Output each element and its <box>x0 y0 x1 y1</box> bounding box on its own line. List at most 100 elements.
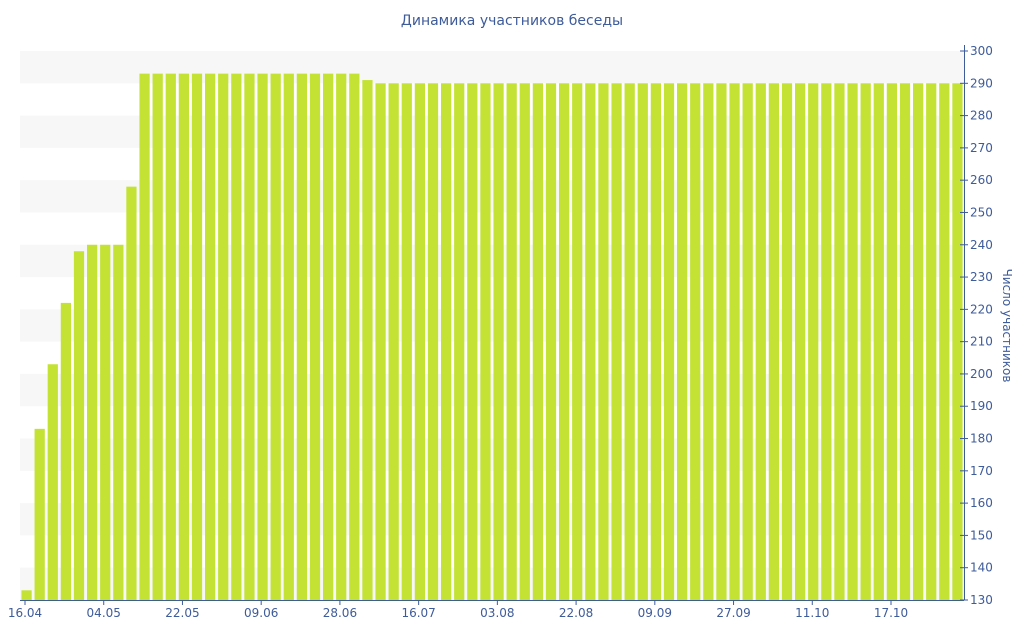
bar <box>952 83 963 601</box>
bar <box>690 83 701 601</box>
bar <box>847 83 858 601</box>
y-tick-label: 210 <box>970 335 993 349</box>
bar <box>165 73 176 601</box>
bar <box>375 83 386 601</box>
x-tick-label: 17.10 <box>874 606 908 620</box>
grid-band <box>20 180 964 213</box>
bar <box>362 80 373 600</box>
x-tick-label: 11.10 <box>795 606 829 620</box>
bar <box>926 83 937 601</box>
bar <box>309 73 321 601</box>
bar <box>100 244 111 600</box>
bar <box>755 83 766 601</box>
bar <box>742 83 753 601</box>
y-tick-label: 140 <box>970 561 993 575</box>
bar <box>716 83 727 601</box>
bar <box>611 83 622 601</box>
bar <box>270 73 281 601</box>
grid-band <box>20 115 964 148</box>
bar <box>939 83 950 601</box>
y-tick-label: 240 <box>970 238 993 252</box>
bar <box>126 186 137 600</box>
bar <box>218 73 229 601</box>
bar <box>47 364 58 600</box>
bar <box>650 83 662 601</box>
bar <box>323 73 334 601</box>
x-tick-label: 22.05 <box>165 606 199 620</box>
bar <box>178 73 190 601</box>
y-tick-label: 200 <box>970 367 993 381</box>
bar <box>545 83 557 601</box>
bar <box>257 73 268 601</box>
bar <box>467 83 478 601</box>
bar <box>886 83 898 601</box>
bar <box>454 83 465 601</box>
y-tick-label: 160 <box>970 496 993 510</box>
bar <box>283 73 294 601</box>
bar <box>873 83 884 601</box>
bar <box>480 83 491 601</box>
bar <box>795 83 806 601</box>
bar <box>703 83 714 601</box>
bar <box>244 73 255 601</box>
bar <box>493 83 504 601</box>
bar <box>781 83 793 601</box>
y-tick-label: 270 <box>970 141 993 155</box>
bar <box>506 83 517 601</box>
bar <box>768 83 780 601</box>
y-tick-label: 190 <box>970 399 993 413</box>
y-axis-title: Число участников <box>1000 269 1014 383</box>
bar <box>388 83 399 601</box>
bar <box>663 83 675 601</box>
bar <box>532 83 544 601</box>
y-tick-label: 290 <box>970 76 993 90</box>
bar <box>637 83 648 601</box>
x-tick-label: 03.08 <box>480 606 514 620</box>
y-tick-label: 280 <box>970 109 993 123</box>
x-tick-label: 09.09 <box>638 606 672 620</box>
grid-band <box>20 503 964 536</box>
x-tick-label: 04.05 <box>87 606 121 620</box>
x-tick-label: 16.07 <box>401 606 435 620</box>
y-tick-label: 130 <box>970 593 993 607</box>
y-tick-label: 180 <box>970 432 993 446</box>
y-tick-label: 150 <box>970 528 993 542</box>
y-tick-label: 170 <box>970 464 993 478</box>
bar <box>899 83 911 601</box>
bar <box>559 83 570 601</box>
bar <box>572 83 583 601</box>
bar <box>231 73 242 601</box>
grid-band <box>20 438 964 471</box>
bar <box>441 83 452 601</box>
bar <box>913 83 924 601</box>
x-tick-label: 16.04 <box>8 606 42 620</box>
bar <box>808 83 819 601</box>
grid-band <box>20 309 964 342</box>
bar <box>624 83 635 601</box>
bar <box>139 73 150 601</box>
bar <box>191 73 203 601</box>
bar <box>401 83 412 601</box>
y-tick-label: 220 <box>970 302 993 316</box>
bar <box>585 83 596 601</box>
y-tick-label: 230 <box>970 270 993 284</box>
grid-band <box>20 51 964 84</box>
bar <box>113 244 124 600</box>
x-tick-label: 27.09 <box>716 606 750 620</box>
grid-band <box>20 244 964 278</box>
y-tick-label: 250 <box>970 205 993 219</box>
bar <box>427 83 439 601</box>
bar <box>34 428 45 600</box>
grid-band <box>20 373 964 407</box>
bar <box>60 302 72 600</box>
grid-band <box>20 567 964 600</box>
bar <box>73 251 85 600</box>
bar <box>834 83 845 601</box>
bar <box>87 244 98 600</box>
bar <box>860 83 871 601</box>
x-tick-label: 28.06 <box>323 606 357 620</box>
bar <box>598 83 609 601</box>
bar <box>414 83 426 601</box>
